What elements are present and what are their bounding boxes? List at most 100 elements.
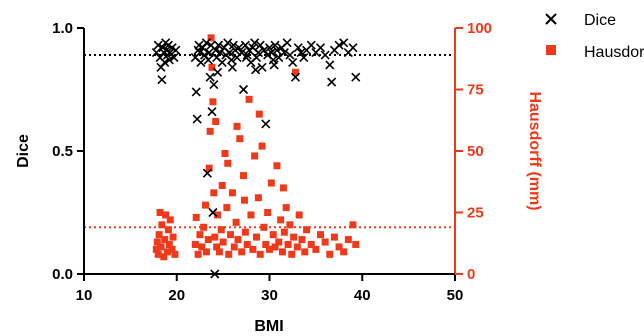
dice-point — [213, 40, 224, 50]
hausdorff-point — [166, 216, 174, 224]
x-tick-label: 50 — [447, 287, 464, 304]
hausdorff-point — [277, 216, 285, 224]
hausdorff-point — [243, 240, 251, 248]
y-axis-title: Dice — [15, 134, 32, 168]
dice-point — [234, 43, 244, 53]
hausdorff-point — [165, 240, 173, 248]
hausdorff-point — [245, 95, 253, 103]
hausdorff-point — [279, 184, 287, 192]
hausdorff-point — [317, 231, 325, 239]
hausdorff-point — [340, 248, 348, 256]
hausdorff-point — [164, 226, 172, 234]
dice-point — [201, 38, 211, 48]
dice-point — [241, 52, 251, 63]
y2-axis-title: Hausdorff (mm) — [526, 91, 543, 210]
hausdorff-point — [291, 68, 299, 76]
y2-tick-label: 100 — [467, 20, 492, 37]
dice-point — [164, 55, 174, 65]
dice-point — [202, 168, 212, 178]
dice-point — [259, 45, 269, 55]
dice-point — [196, 57, 206, 68]
dice-point — [223, 38, 233, 48]
hausdorff-point — [162, 211, 170, 219]
hausdorff-point — [161, 236, 169, 244]
hausdorff-point — [282, 204, 290, 212]
hausdorff-point — [158, 221, 166, 229]
hausdorff-point — [240, 196, 248, 204]
hausdorff-point — [344, 236, 352, 244]
dice-point — [151, 48, 161, 58]
hausdorff-point — [240, 172, 248, 180]
y-tick-label: 0.5 — [52, 143, 73, 160]
hausdorff-point — [255, 110, 263, 118]
hausdorff-point — [230, 243, 238, 251]
dice-point — [315, 43, 326, 53]
hausdorff-point — [215, 248, 223, 256]
hausdorff-point — [221, 149, 229, 157]
dice-point — [282, 38, 292, 48]
dice-point — [288, 57, 298, 68]
dice-point — [212, 67, 223, 77]
hausdorff-point — [352, 240, 360, 248]
dice-point — [266, 48, 276, 58]
dice-point — [296, 48, 306, 58]
hausdorff-point — [298, 236, 306, 244]
hausdorff-point — [262, 240, 270, 248]
hausdorff-point — [217, 226, 225, 234]
y2-tick-label: 25 — [467, 205, 484, 222]
hausdorff-point — [202, 201, 210, 209]
dice-point — [226, 55, 237, 65]
dice-point — [348, 43, 358, 53]
dice-point — [160, 57, 170, 68]
hausdorff-point — [213, 243, 221, 251]
hausdorff-point — [198, 243, 206, 251]
hausdorff-point — [214, 211, 222, 219]
y2-ticks: 0 25 50 75 100 — [455, 20, 492, 283]
dice-point — [156, 62, 166, 72]
hausdorff-point — [256, 250, 264, 258]
hausdorff-point — [156, 209, 164, 216]
dice-point — [200, 50, 210, 60]
hausdorff-point — [326, 250, 334, 258]
hausdorff-point — [278, 248, 286, 256]
hausdorff-point — [194, 250, 202, 258]
hausdorff-point — [192, 213, 200, 221]
dice-point — [299, 52, 309, 63]
hausdorff-point — [207, 34, 215, 42]
hausdorff-point — [212, 117, 220, 125]
hausdorff-point — [210, 189, 218, 197]
legend-marker-dice — [545, 13, 557, 25]
dice-point — [208, 207, 218, 218]
dice-point — [227, 62, 237, 72]
x-tick-label: 10 — [76, 287, 93, 304]
dice-point — [238, 84, 249, 95]
dice-point — [203, 55, 213, 65]
hausdorff-point — [169, 233, 177, 241]
hausdorff-point — [258, 142, 266, 150]
hausdorff-point — [330, 233, 338, 241]
hausdorff-point — [206, 127, 214, 135]
hausdorff-point — [163, 248, 171, 256]
dice-point — [257, 62, 267, 72]
dice-point — [207, 107, 217, 117]
hausdorff-point — [251, 152, 259, 160]
hausdorff-point — [157, 243, 165, 251]
dice-point — [253, 48, 263, 58]
hausdorff-point — [225, 250, 233, 258]
hausdorff-point — [288, 250, 296, 258]
hausdorff-point — [232, 218, 240, 226]
dice-point — [242, 50, 252, 60]
dice-point — [240, 40, 250, 50]
hausdorff-point — [301, 248, 309, 256]
hausdorff-point — [153, 238, 161, 246]
hausdorff-point — [160, 253, 168, 261]
hausdorff-point — [228, 189, 236, 197]
hausdorff-point — [227, 231, 235, 239]
hausdorff-point — [209, 98, 217, 106]
hausdorff-point — [200, 223, 208, 231]
dice-point — [320, 50, 330, 60]
y2-tick-label: 75 — [467, 82, 484, 99]
dice-point — [157, 75, 167, 85]
dice-point — [250, 38, 260, 48]
